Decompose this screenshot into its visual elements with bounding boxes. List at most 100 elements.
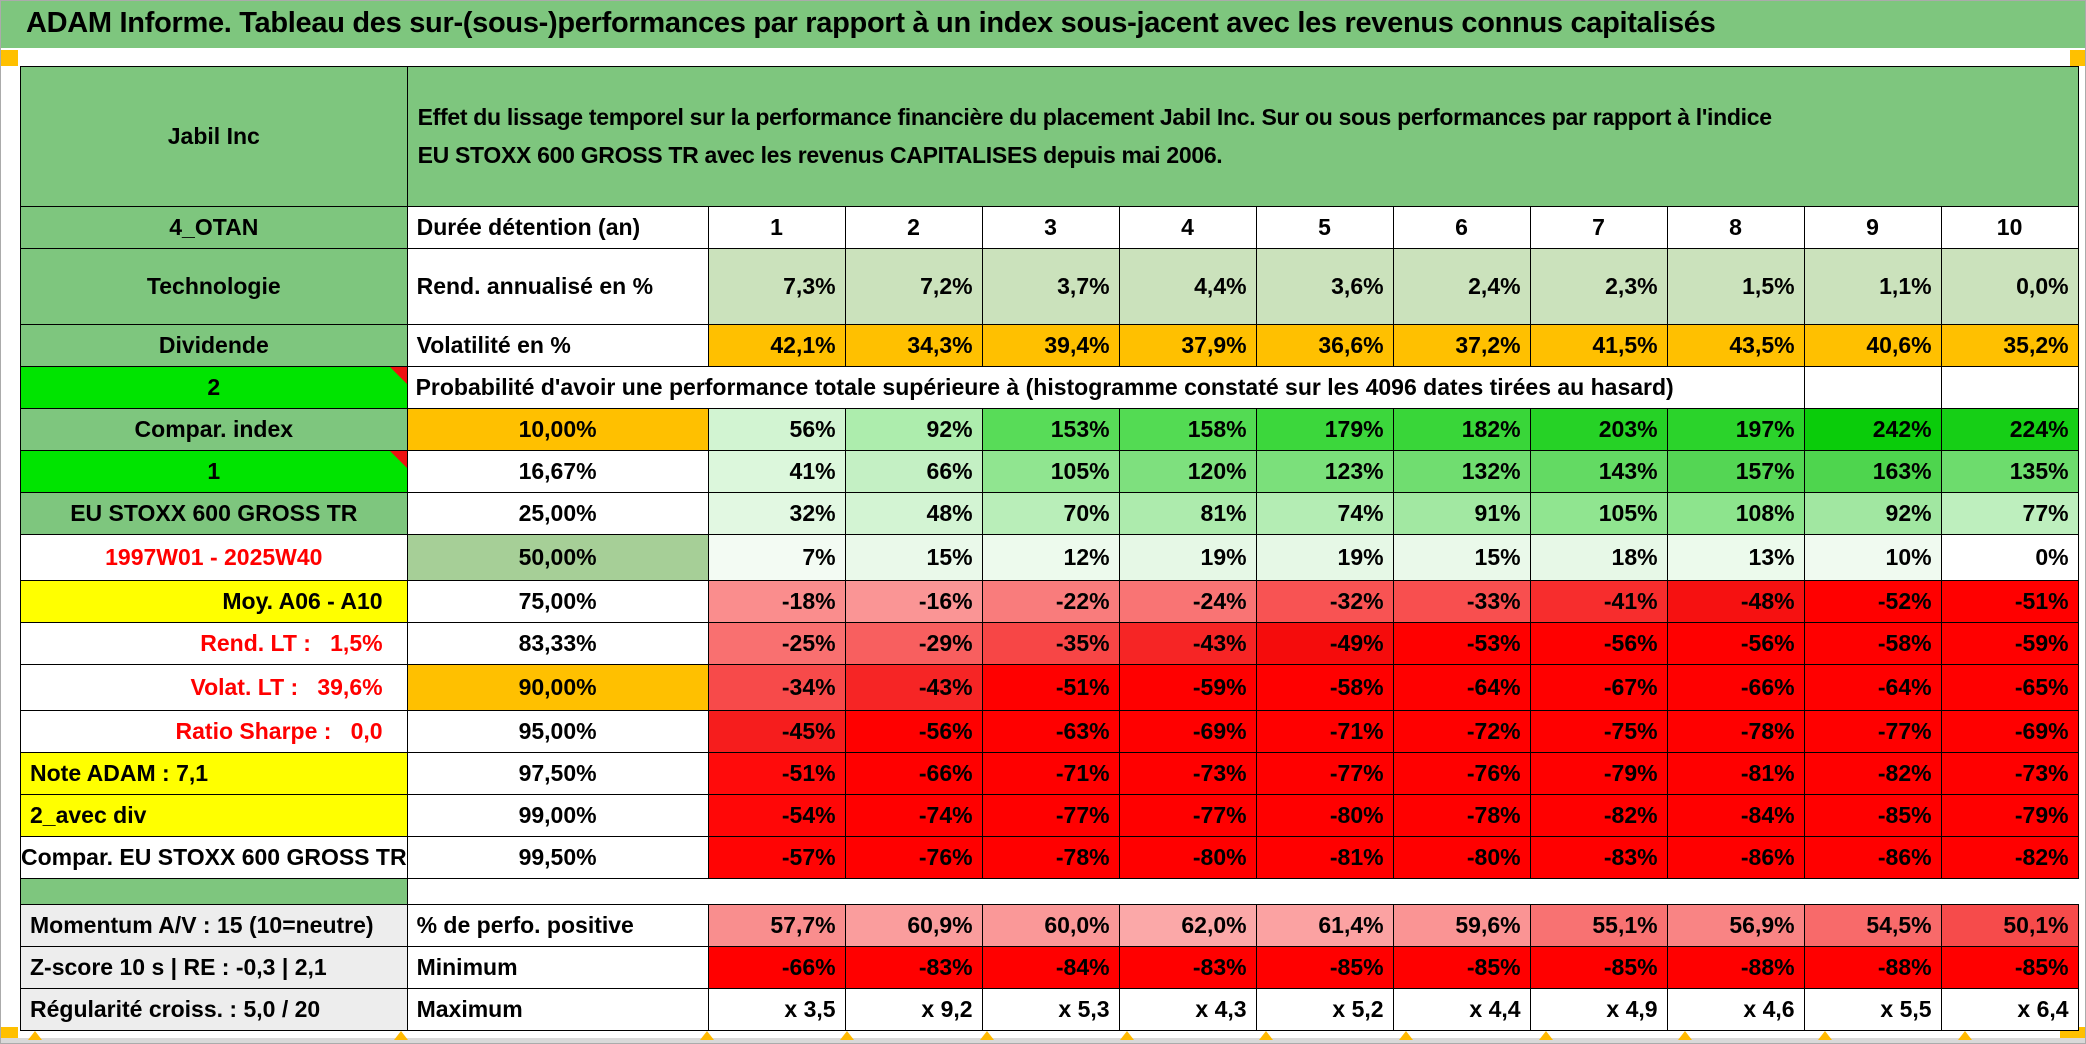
data-cell[interactable]: 203% (1529, 408, 1668, 451)
data-cell[interactable]: x 9,2 (844, 988, 983, 1031)
data-cell[interactable]: 135% (1940, 450, 2079, 493)
metric-label[interactable]: 90,00% (406, 664, 709, 711)
metric-label[interactable]: 99,00% (406, 794, 709, 837)
data-cell[interactable]: -84% (1666, 794, 1805, 837)
data-cell[interactable]: 0% (1940, 534, 2079, 581)
data-cell[interactable]: -77% (1803, 710, 1942, 753)
row-label[interactable]: 4_OTAN (20, 206, 408, 249)
data-cell[interactable]: 0,0% (1940, 248, 2079, 325)
data-cell[interactable]: x 5,3 (981, 988, 1120, 1031)
data-cell[interactable]: -52% (1803, 580, 1942, 623)
row-label[interactable]: Compar. index (20, 408, 408, 451)
data-cell[interactable]: -49% (1255, 622, 1394, 665)
data-cell[interactable]: -69% (1118, 710, 1257, 753)
data-cell[interactable]: 70% (981, 492, 1120, 535)
data-cell[interactable]: 81% (1118, 492, 1257, 535)
data-cell[interactable]: 2 (844, 206, 983, 249)
data-cell[interactable]: -75% (1529, 710, 1668, 753)
data-cell[interactable]: 41% (707, 450, 846, 493)
metric-label[interactable]: 99,50% (406, 836, 709, 879)
metric-label[interactable]: Durée détention (an) (406, 206, 709, 249)
data-cell[interactable]: -35% (981, 622, 1120, 665)
data-cell[interactable]: -72% (1392, 710, 1531, 753)
data-cell[interactable]: 132% (1392, 450, 1531, 493)
data-cell[interactable]: x 4,6 (1666, 988, 1805, 1031)
data-cell[interactable]: -79% (1940, 794, 2079, 837)
data-cell[interactable]: x 4,3 (1118, 988, 1257, 1031)
data-cell[interactable]: -43% (1118, 622, 1257, 665)
data-cell[interactable]: -73% (1940, 752, 2079, 795)
data-cell[interactable]: 40,6% (1803, 324, 1942, 367)
data-cell[interactable]: -71% (981, 752, 1120, 795)
data-cell[interactable]: 92% (1803, 492, 1942, 535)
data-cell[interactable]: -77% (1255, 752, 1394, 795)
data-cell[interactable]: -57% (707, 836, 846, 879)
row-label[interactable]: Moy. A06 - A10 (20, 580, 408, 623)
data-cell[interactable]: -63% (981, 710, 1120, 753)
data-cell[interactable]: 7,3% (707, 248, 846, 325)
data-cell[interactable]: -71% (1255, 710, 1394, 753)
data-cell[interactable]: -85% (1940, 946, 2079, 989)
data-cell[interactable]: 37,9% (1118, 324, 1257, 367)
data-cell[interactable]: -25% (707, 622, 846, 665)
data-cell[interactable]: 37,2% (1392, 324, 1531, 367)
data-cell[interactable]: 41,5% (1529, 324, 1668, 367)
data-cell[interactable]: 54,5% (1803, 904, 1942, 947)
data-cell[interactable]: 42,1% (707, 324, 846, 367)
row-label[interactable]: Ratio Sharpe : 0,0 (20, 710, 408, 753)
data-cell[interactable]: x 4,9 (1529, 988, 1668, 1031)
data-cell[interactable]: 66% (844, 450, 983, 493)
data-cell[interactable]: -85% (1529, 946, 1668, 989)
data-cell[interactable]: 158% (1118, 408, 1257, 451)
data-cell[interactable]: -66% (707, 946, 846, 989)
metric-label[interactable]: Maximum (406, 988, 709, 1031)
data-cell[interactable]: 153% (981, 408, 1120, 451)
data-cell[interactable]: 56,9% (1666, 904, 1805, 947)
row-label[interactable]: Momentum A/V : 15 (10=neutre) (20, 904, 408, 947)
data-cell[interactable]: 123% (1255, 450, 1394, 493)
data-cell[interactable]: 36,6% (1255, 324, 1394, 367)
data-cell[interactable]: -24% (1118, 580, 1257, 623)
data-cell[interactable]: -29% (844, 622, 983, 665)
data-cell[interactable]: -56% (1529, 622, 1668, 665)
merged-note-cell[interactable]: Probabilité d'avoir une performance tota… (406, 366, 1805, 409)
data-cell[interactable]: -81% (1666, 752, 1805, 795)
data-cell[interactable]: -59% (1118, 664, 1257, 711)
data-cell[interactable]: -67% (1529, 664, 1668, 711)
data-cell[interactable]: -69% (1940, 710, 2079, 753)
data-cell[interactable]: -80% (1392, 836, 1531, 879)
data-cell[interactable]: -83% (844, 946, 983, 989)
data-cell[interactable]: 55,1% (1529, 904, 1668, 947)
data-cell[interactable]: 61,4% (1255, 904, 1394, 947)
row-label[interactable]: 1 (20, 450, 408, 493)
data-cell[interactable]: -51% (707, 752, 846, 795)
data-cell[interactable]: -64% (1392, 664, 1531, 711)
data-cell[interactable]: 50,1% (1940, 904, 2079, 947)
data-cell[interactable]: -85% (1392, 946, 1531, 989)
data-cell[interactable]: -78% (1666, 710, 1805, 753)
data-cell[interactable]: -41% (1529, 580, 1668, 623)
metric-label[interactable]: Rend. annualisé en % (406, 248, 709, 325)
data-cell[interactable]: 56% (707, 408, 846, 451)
data-cell[interactable]: 2,3% (1529, 248, 1668, 325)
data-cell[interactable]: 163% (1803, 450, 1942, 493)
data-cell[interactable]: -80% (1255, 794, 1394, 837)
data-cell[interactable]: -76% (1392, 752, 1531, 795)
metric-label[interactable]: 25,00% (406, 492, 709, 535)
data-cell[interactable]: -88% (1803, 946, 1942, 989)
row-label[interactable]: EU STOXX 600 GROSS TR (20, 492, 408, 535)
data-cell[interactable]: -59% (1940, 622, 2079, 665)
data-cell[interactable]: -22% (981, 580, 1120, 623)
data-cell[interactable]: -34% (707, 664, 846, 711)
data-cell[interactable]: 43,5% (1666, 324, 1805, 367)
data-cell[interactable]: x 6,4 (1940, 988, 2079, 1031)
data-cell[interactable]: 1,1% (1803, 248, 1942, 325)
data-cell[interactable]: 2,4% (1392, 248, 1531, 325)
data-cell[interactable]: -83% (1118, 946, 1257, 989)
data-cell[interactable]: x 4,4 (1392, 988, 1531, 1031)
metric-label[interactable]: 95,00% (406, 710, 709, 753)
metric-label[interactable]: 75,00% (406, 580, 709, 623)
data-cell[interactable]: 7 (1529, 206, 1668, 249)
data-cell[interactable]: 182% (1392, 408, 1531, 451)
data-cell[interactable]: -51% (981, 664, 1120, 711)
